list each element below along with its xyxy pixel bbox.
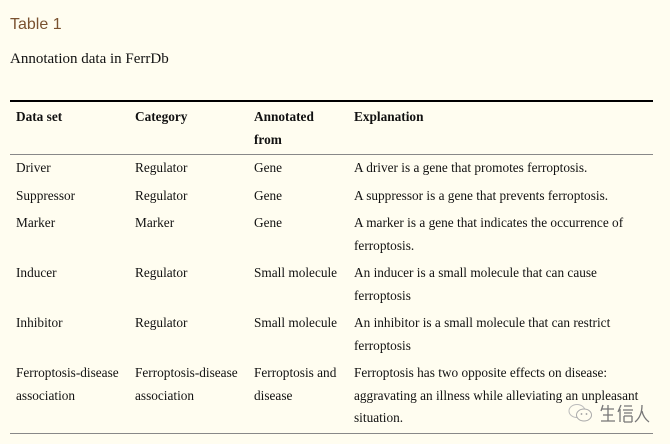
table-row: Driver Regulator Gene A driver is a gene th… [10,155,653,183]
table-cell: Inducer [16,265,57,280]
table-row: Suppressor Regulator Gene A suppressor is a… [10,183,653,211]
table-cell: Gene [254,187,283,203]
table-cell: Suppressor [16,187,76,203]
watermark-text-logo [600,404,650,423]
table-label: Table 1 [10,16,62,33]
table-cell: A suppressor is a gene that prevents fer… [354,187,609,203]
table-cell: A driver is a gene that promotes ferropt… [354,160,588,175]
column-header: Annotated from [254,109,314,147]
table-row: Marker Marker Gene A marker is a gene that … [10,210,653,260]
table-cell: Regulator [135,265,188,280]
wechat-icon [568,404,592,422]
table-cell: Gene [254,160,283,175]
table-cell: Marker [135,215,175,230]
table-row: Inducer Regulator Small molecule An inducer… [10,260,653,310]
table-cell: Small molecule [254,265,338,280]
annotation-table: Data set Category Annotated from Explana… [10,100,653,434]
table-cell: A marker is a gene that indicates the oc… [354,215,624,253]
column-header: Data set [16,109,63,124]
table-cell: Gene [254,215,283,230]
table-cell: Regulator [135,187,188,203]
column-header: Category [135,109,188,124]
table-row: Ferroptosis-disease association Ferroptos… [10,360,653,433]
table-cell: Ferroptosis and disease [254,365,337,403]
table-cell: Ferroptosis has two opposite effects on … [354,365,639,425]
table-cell: Regulator [135,160,188,175]
table-cell: Regulator [135,315,188,330]
table-row: Inhibitor Regulator Small molecule An inhib… [10,310,653,360]
table-cell: An inhibitor is a small molecule that ca… [354,315,611,353]
table-cell: Driver [16,160,51,175]
table-cell: Small molecule [254,315,338,330]
table-cell: Marker [16,215,56,230]
table-cell: Ferroptosis-disease association [16,365,119,403]
table-header-row: Data set Category Annotated from Explana… [10,101,653,155]
table-cell: Ferroptosis-disease association [135,365,238,403]
table-cell: Inhibitor [16,315,63,330]
table-caption: Annotation data in FerrDb [10,51,169,67]
column-header: Explanation [354,109,424,124]
table-cell: An inducer is a small molecule that can … [354,265,597,303]
